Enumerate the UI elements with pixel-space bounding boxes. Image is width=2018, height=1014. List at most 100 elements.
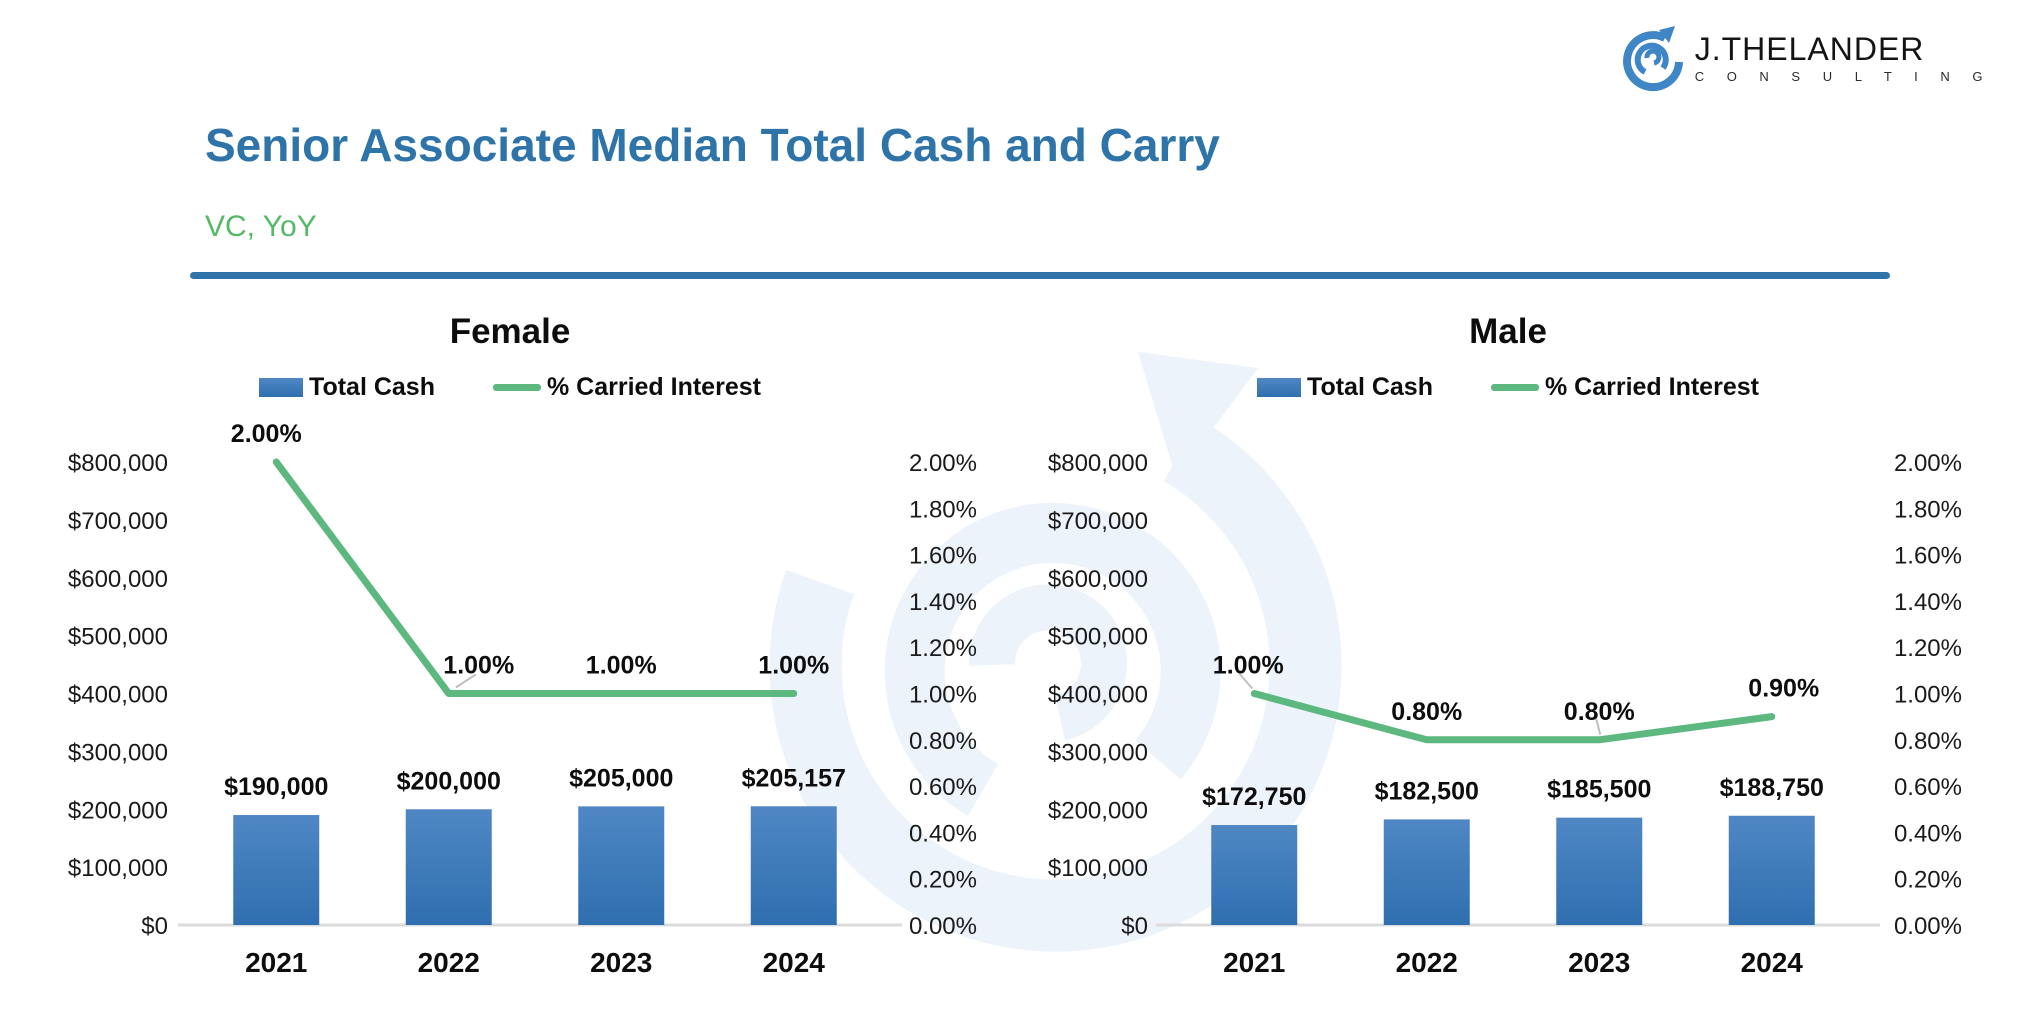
- carried-interest-line: [272, 458, 798, 697]
- total-cash-bar: [233, 815, 320, 925]
- total-cash-bar: [1383, 819, 1470, 925]
- percent-axis-label: 0.00%: [1894, 913, 1962, 940]
- category-label: 2022: [1396, 947, 1458, 978]
- label-leader-line: [455, 673, 477, 689]
- total-cash-legend-swatch: [259, 378, 304, 397]
- female-chart: Female Total Cash % Carried Interest $80…: [20, 300, 1000, 1014]
- percent-axis-label: 0.60%: [1894, 774, 1962, 801]
- dollar-axis-label: $200,000: [1048, 797, 1148, 824]
- dollar-axis-label: $800,000: [68, 450, 168, 477]
- line-value-label: 1.00%: [586, 652, 657, 680]
- dollar-axis-label: $600,000: [1048, 566, 1148, 593]
- dollar-axis-label: $300,000: [68, 739, 168, 766]
- line-value-label: 0.80%: [1391, 698, 1462, 726]
- male-legend: Total Cash % Carried Interest: [1018, 375, 1998, 400]
- category-label: 2024: [1741, 947, 1804, 978]
- total-cash-legend-label: Total Cash: [1307, 373, 1433, 401]
- page-subtitle: VC, YoY: [205, 210, 317, 243]
- line-value-label: 1.00%: [758, 652, 829, 680]
- percent-axis-label: 1.20%: [1894, 635, 1962, 662]
- percent-axis-label: 0.40%: [1894, 820, 1962, 847]
- male-chart: Male Total Cash % Carried Interest $800,…: [1018, 300, 1998, 1014]
- total-cash-bar: [405, 809, 492, 925]
- female-plot: $800,000 $700,000 $600,000 $500,000 $400,000…: [68, 420, 977, 978]
- total-cash-bar: [1556, 817, 1643, 925]
- dollar-axis-label: $400,000: [1048, 682, 1148, 709]
- dollar-axis-label: $700,000: [1048, 508, 1148, 535]
- bar-value-label: $172,750: [1202, 783, 1306, 811]
- percent-axis-label: 1.20%: [909, 635, 977, 662]
- category-label: 2023: [590, 947, 652, 978]
- category-label: 2023: [1568, 947, 1630, 978]
- bar-value-label: $205,000: [569, 764, 673, 792]
- dollar-axis-label: $500,000: [1048, 624, 1148, 651]
- company-logo: J.THELANDER C O N S U L T I N G: [1617, 24, 1992, 92]
- dollar-axis-label: $800,000: [1048, 450, 1148, 477]
- percent-axis-label: 1.60%: [909, 543, 977, 570]
- percent-axis-label: 2.00%: [909, 450, 977, 477]
- percent-axis-label: 2.00%: [1894, 450, 1962, 477]
- total-cash-legend-swatch: [1257, 378, 1302, 397]
- total-cash-legend-label: Total Cash: [309, 373, 435, 401]
- logo-spiral-icon: [1622, 26, 1683, 91]
- dollar-axis-label: $500,000: [68, 624, 168, 651]
- percent-axis-label: 0.40%: [909, 820, 977, 847]
- line-value-label: 0.80%: [1564, 698, 1635, 726]
- dollar-axis-label: $0: [141, 913, 168, 940]
- label-leader-line: [1595, 718, 1602, 736]
- carried-interest-legend-label: % Carried Interest: [546, 373, 761, 401]
- category-label: 2024: [763, 947, 826, 978]
- dollar-axis-label: $400,000: [68, 682, 168, 709]
- dollar-axis-label: $100,000: [68, 855, 168, 882]
- logo-name: J.THELANDER: [1694, 31, 1925, 67]
- percent-axis-label: 0.00%: [909, 913, 977, 940]
- bar-value-label: $182,500: [1375, 777, 1479, 805]
- dollar-axis-label: $200,000: [68, 797, 168, 824]
- percent-axis-label: 1.40%: [1894, 589, 1962, 616]
- total-cash-bar: [1728, 815, 1815, 925]
- total-cash-bar: [750, 806, 837, 925]
- bar-value-label: $205,157: [742, 764, 846, 792]
- bar-value-label: $188,750: [1720, 774, 1824, 802]
- female-legend: Total Cash % Carried Interest: [20, 375, 1000, 400]
- page-title: Senior Associate Median Total Cash and C…: [205, 119, 1220, 171]
- dollar-axis-label: $100,000: [1048, 855, 1148, 882]
- dollar-axis-label: $600,000: [68, 566, 168, 593]
- percent-axis-label: 0.60%: [909, 774, 977, 801]
- carried-interest-legend-label: % Carried Interest: [1544, 373, 1759, 401]
- category-label: 2022: [418, 947, 480, 978]
- percent-axis-label: 0.80%: [1894, 728, 1962, 755]
- percent-axis-label: 1.80%: [1894, 496, 1962, 523]
- title-divider: [190, 272, 1890, 279]
- dollar-axis-label: $700,000: [68, 508, 168, 535]
- percent-axis-label: 1.00%: [909, 682, 977, 709]
- percent-axis-label: 0.20%: [909, 867, 977, 894]
- bar-value-label: $190,000: [224, 773, 328, 801]
- carried-interest-line: [1250, 690, 1776, 744]
- line-value-label: 1.00%: [443, 652, 514, 680]
- carried-interest-legend-swatch: [1490, 384, 1539, 391]
- percent-axis-label: 1.40%: [909, 589, 977, 616]
- percent-axis-label: 0.20%: [1894, 867, 1962, 894]
- dollar-axis-label: $300,000: [1048, 739, 1148, 766]
- total-cash-bar: [578, 806, 665, 925]
- category-label: 2021: [1223, 947, 1285, 978]
- male-plot: $800,000 $700,000 $600,000 $500,000 $400,000…: [1048, 450, 1962, 978]
- dollar-axis-label: $0: [1121, 913, 1148, 940]
- logo-subtitle: C O N S U L T I N G: [1694, 69, 1992, 84]
- label-leader-line: [1238, 672, 1254, 690]
- total-cash-bar: [1211, 825, 1298, 925]
- female-chart-title: Female: [449, 312, 571, 351]
- percent-axis-label: 1.60%: [1894, 543, 1962, 570]
- percent-axis-label: 1.00%: [1894, 682, 1962, 709]
- line-value-label: 1.00%: [1213, 652, 1284, 680]
- male-chart-title: Male: [1469, 312, 1547, 351]
- carried-interest-legend-swatch: [492, 384, 541, 391]
- watermark-swirl-icon: [769, 352, 1342, 952]
- line-value-label: 0.90%: [1748, 675, 1819, 703]
- category-label: 2021: [245, 947, 307, 978]
- bar-value-label: $185,500: [1547, 776, 1651, 804]
- percent-axis-label: 0.80%: [909, 728, 977, 755]
- line-value-label: 2.00%: [231, 420, 302, 448]
